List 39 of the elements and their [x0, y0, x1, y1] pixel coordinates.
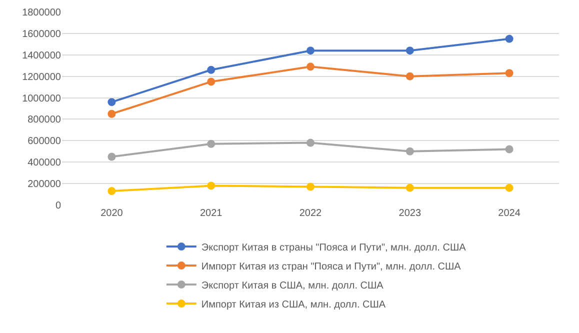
legend-label: Экспорт Китая в страны "Пояса и Пути", млн. долл. США — [201, 242, 466, 254]
point — [108, 152, 116, 161]
point — [207, 182, 216, 190]
point — [108, 110, 116, 118]
y-tick-label: 1000000 — [22, 93, 62, 104]
point — [505, 184, 514, 192]
y-tick-label: 600000 — [28, 136, 62, 148]
y-tick-label: 1200000 — [22, 72, 62, 83]
point — [108, 98, 116, 106]
y-tick-label: 1600000 — [22, 28, 62, 40]
point — [207, 78, 216, 86]
point — [108, 187, 116, 196]
point — [406, 72, 414, 80]
point — [406, 184, 414, 192]
x-tick-label: 2024 — [498, 208, 521, 219]
legend-label: Экспорт Китая в США, млн. долл. США — [201, 280, 384, 292]
x-tick-label: 2022 — [299, 208, 322, 219]
x-tick-label: 2021 — [200, 208, 223, 219]
point — [406, 147, 414, 156]
point — [306, 62, 314, 71]
y-tick-label: 200000 — [28, 179, 62, 190]
y-tick-label: 400000 — [28, 158, 62, 169]
point — [306, 182, 314, 191]
point — [505, 145, 514, 154]
x-tick-label: 2020 — [100, 208, 124, 219]
point — [207, 140, 216, 148]
x-tick-label: 2023 — [398, 208, 422, 219]
point — [207, 66, 216, 74]
point — [306, 46, 314, 55]
point — [306, 138, 314, 147]
point — [505, 69, 514, 78]
y-tick-label: 0 — [55, 200, 62, 212]
legend-label: Импорт Китая из США, млн. долл. США — [201, 299, 386, 310]
y-tick-label: 800000 — [28, 114, 62, 126]
point — [406, 46, 414, 55]
point — [505, 34, 514, 43]
legend-label: Импорт Китая из стран "Пояса и Пути", млн. долл. США — [201, 261, 462, 272]
y-tick-label: 1400000 — [22, 50, 62, 62]
y-tick-label: 1800000 — [22, 8, 62, 18]
